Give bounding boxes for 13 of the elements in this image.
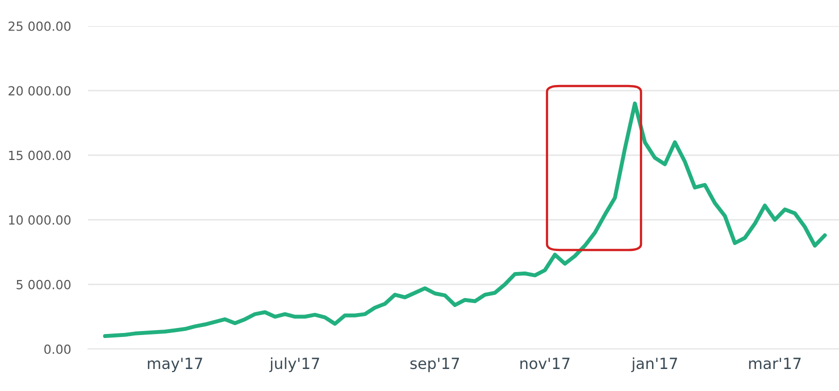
x-tick-label: sep'17 bbox=[410, 358, 459, 372]
line-series bbox=[103, 102, 827, 338]
y-tick-label: 20 000.00 bbox=[8, 86, 71, 96]
x-tick-label: jan'17 bbox=[631, 357, 678, 372]
x-tick-label: mar'17 bbox=[749, 358, 801, 370]
x-tick-label: nov'17 bbox=[520, 358, 570, 370]
y-tick-label: 25 000.00 bbox=[8, 21, 71, 31]
y-tick-label: 5 000.00 bbox=[16, 280, 71, 290]
y-tick-label: 10 000.00 bbox=[9, 215, 71, 225]
x-tick-label: july'17 bbox=[269, 357, 320, 372]
x-tick-label: may'17 bbox=[148, 358, 202, 372]
y-tick-label: 0.00 bbox=[44, 344, 71, 354]
y-tick-label: 15 000.00 bbox=[9, 150, 71, 160]
